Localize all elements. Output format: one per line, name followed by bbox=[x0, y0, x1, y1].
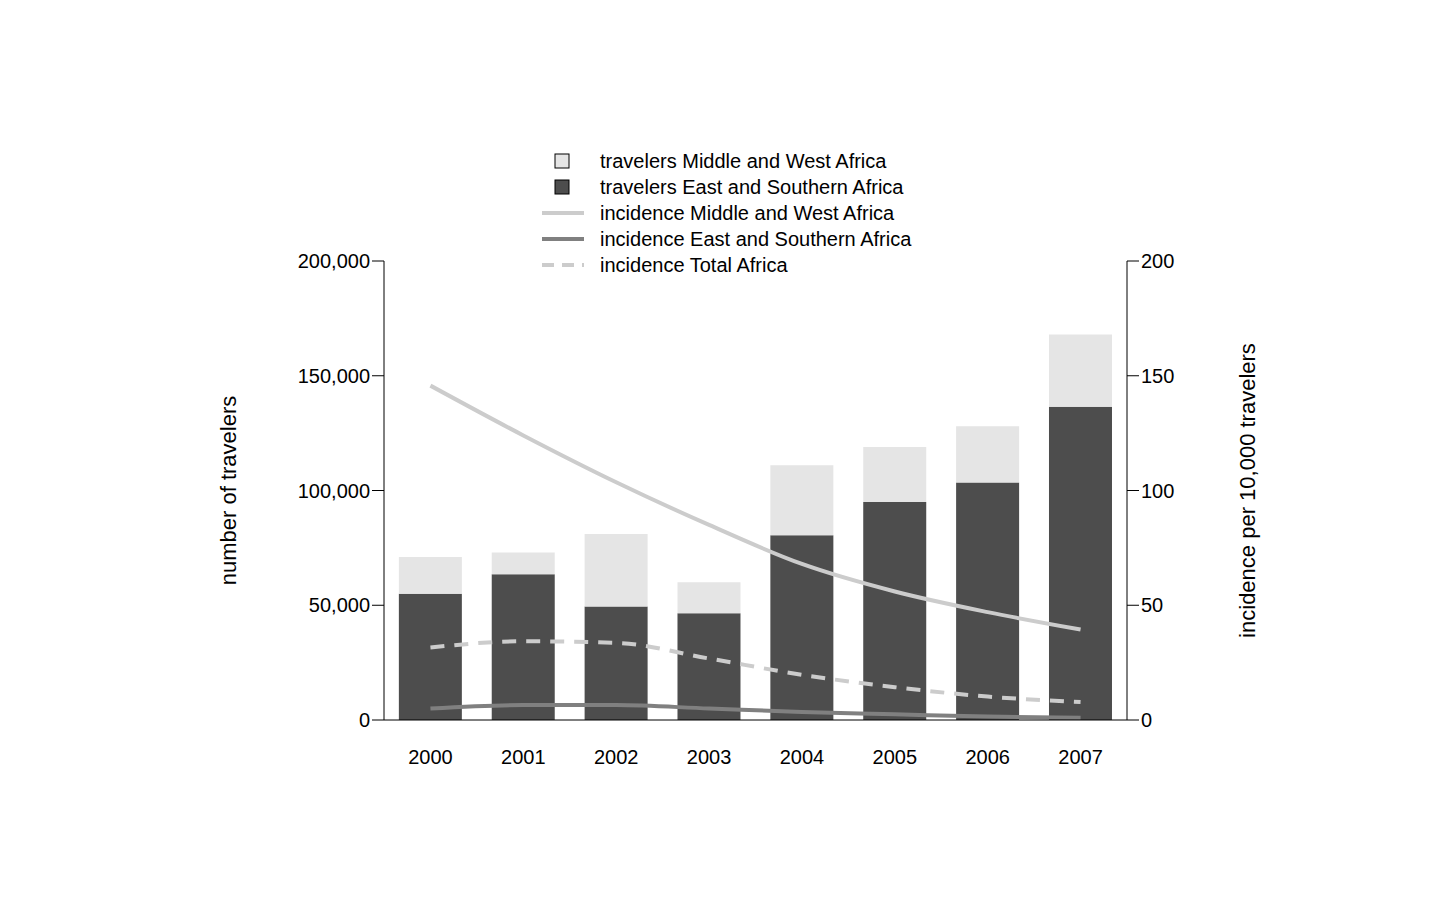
svg-text:2004: 2004 bbox=[780, 746, 825, 768]
svg-text:2006: 2006 bbox=[965, 746, 1010, 768]
svg-text:2001: 2001 bbox=[501, 746, 546, 768]
svg-text:2007: 2007 bbox=[1058, 746, 1103, 768]
svg-text:number of travelers: number of travelers bbox=[216, 396, 241, 586]
svg-text:50,000: 50,000 bbox=[309, 594, 370, 616]
svg-text:150,000: 150,000 bbox=[298, 365, 370, 387]
svg-text:incidence per 10,000 travelers: incidence per 10,000 travelers bbox=[1235, 343, 1260, 638]
svg-text:150: 150 bbox=[1141, 365, 1174, 387]
html-text:travelers East and Southern Af: travelers East and Southern Africa bbox=[600, 175, 904, 198]
svg-text:50: 50 bbox=[1141, 594, 1163, 616]
svg-text:2002: 2002 bbox=[594, 746, 639, 768]
svg-text:200,000: 200,000 bbox=[298, 250, 370, 272]
html-text:incidence Total Africa: incidence Total Africa bbox=[600, 253, 788, 276]
svg-text:0: 0 bbox=[359, 709, 370, 731]
svg-text:2005: 2005 bbox=[873, 746, 918, 768]
svg-text:2000: 2000 bbox=[408, 746, 453, 768]
svg-text:100: 100 bbox=[1141, 480, 1174, 502]
html-text:incidence Middle and West Afri: incidence Middle and West Africa bbox=[600, 201, 895, 224]
html-text:incidence East and Southern Af: incidence East and Southern Africa bbox=[600, 227, 912, 250]
svg-text:0: 0 bbox=[1141, 709, 1152, 731]
svg-text:100,000: 100,000 bbox=[298, 480, 370, 502]
svg-text:200: 200 bbox=[1141, 250, 1174, 272]
svg-text:2003: 2003 bbox=[687, 746, 732, 768]
html-text:travelers Middle and West Afri: travelers Middle and West Africa bbox=[600, 149, 887, 172]
